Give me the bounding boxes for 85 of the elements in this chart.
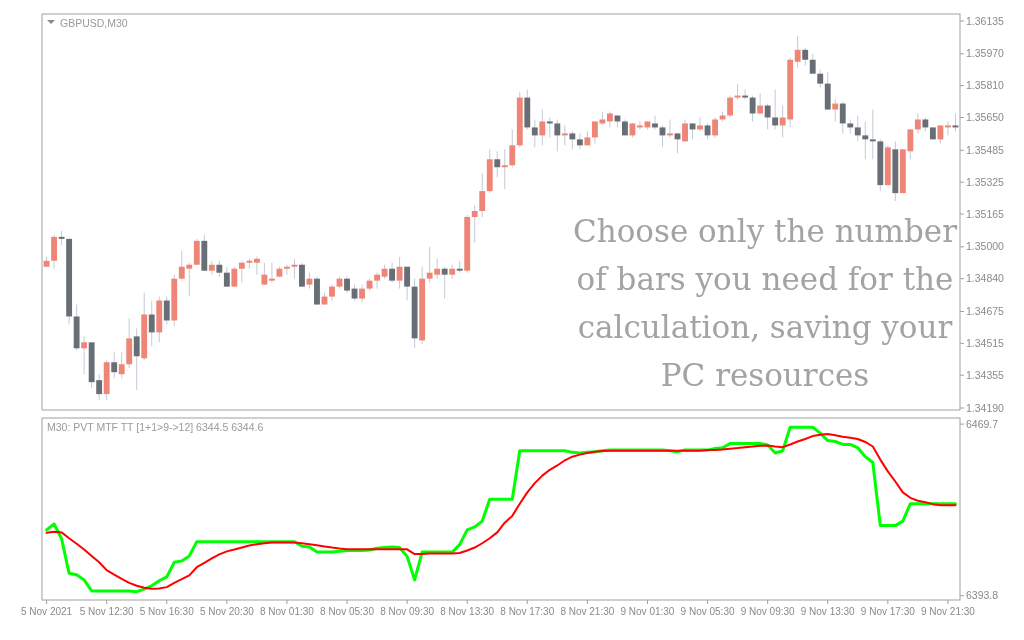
candlestick xyxy=(561,124,568,146)
y-tick-label: 1.35970 xyxy=(966,47,1005,60)
candlestick xyxy=(148,300,155,347)
candlestick xyxy=(727,95,734,118)
candlestick xyxy=(637,120,643,130)
candlestick xyxy=(163,296,170,325)
x-tick-label: 8 Nov 17:30 xyxy=(500,606,555,617)
x-tick-label: 8 Nov 01:30 xyxy=(259,606,315,617)
candlestick xyxy=(223,266,230,288)
y-tick-label: 1.35325 xyxy=(966,175,1005,188)
y-tick-label: 1.34840 xyxy=(966,272,1005,285)
y-tick-label: 1.35810 xyxy=(966,79,1005,92)
candlestick xyxy=(531,118,538,148)
candlestick xyxy=(546,116,553,138)
candlestick xyxy=(944,120,951,136)
candlestick xyxy=(396,256,403,290)
candlestick xyxy=(914,113,921,134)
y-tick-label: 1.36135 xyxy=(966,14,1005,27)
chart-title: GBPUSD,M30 xyxy=(60,17,128,29)
x-tick-label: 9 Nov 13:30 xyxy=(800,606,856,617)
candlestick xyxy=(261,262,268,286)
candlestick xyxy=(764,103,771,130)
annotation: Choose only the number of bars you need for the calculation, saving your PC resources xyxy=(573,213,958,393)
candlestick xyxy=(81,335,88,375)
chart-title: M30: PVT MTF TT [1+1>9->12] 6344.5 6344.6 xyxy=(47,421,264,433)
y-tick-label: 1.34675 xyxy=(966,305,1005,318)
candlestick xyxy=(133,327,140,391)
candlestick xyxy=(509,128,516,168)
candlestick xyxy=(749,95,756,122)
candlestick xyxy=(389,262,396,284)
x-tick-label: 9 Nov 21:30 xyxy=(920,606,976,617)
x-tick-label: 5 Nov 12:30 xyxy=(79,606,135,617)
y-tick-label: 1.34190 xyxy=(966,401,1005,414)
candlestick xyxy=(854,114,861,142)
candlestick xyxy=(404,266,411,302)
candlestick xyxy=(374,272,380,290)
x-tick-label: 8 Nov 21:30 xyxy=(560,606,615,617)
y-tick-label: 6469.7 xyxy=(966,417,999,430)
candlestick xyxy=(862,120,869,160)
x-tick-label: 8 Nov 05:30 xyxy=(320,606,375,617)
candlestick xyxy=(471,204,478,244)
candlestick xyxy=(238,260,245,284)
candlestick xyxy=(554,118,561,152)
candlestick xyxy=(576,132,583,150)
candlestick xyxy=(809,53,816,75)
x-tick-label: 5 Nov 16:30 xyxy=(139,606,195,617)
candlestick xyxy=(268,262,275,284)
y-tick-label: 1.35000 xyxy=(966,240,1005,253)
y-tick-label: 1.35650 xyxy=(966,111,1005,124)
y-tick-label: 1.34515 xyxy=(966,337,1005,350)
candlestick xyxy=(253,256,260,276)
candlestick xyxy=(652,114,658,130)
candlestick xyxy=(539,109,546,146)
candlestick xyxy=(51,234,58,270)
x-tick-label: 8 Nov 09:30 xyxy=(380,606,435,617)
candlestick xyxy=(742,89,749,101)
candlestick xyxy=(441,266,448,300)
x-tick-label: 8 Nov 13:30 xyxy=(440,606,495,617)
candlestick xyxy=(839,101,846,134)
candlestick xyxy=(667,118,673,138)
x-tick-label: 9 Nov 09:30 xyxy=(740,606,796,617)
x-tick-label: 5 Nov 20:30 xyxy=(199,606,255,617)
y-tick-label: 1.34355 xyxy=(966,368,1005,381)
candlestick xyxy=(118,351,125,379)
candlestick xyxy=(697,116,703,132)
candlestick xyxy=(772,89,779,130)
candlestick xyxy=(832,99,839,122)
y-tick-label: 1.35165 xyxy=(966,207,1005,220)
x-tick-label: 9 Nov 17:30 xyxy=(860,606,916,617)
candlestick xyxy=(479,172,486,218)
candlestick xyxy=(299,262,305,288)
x-tick-label: 5 Nov 2021 xyxy=(21,606,73,617)
candlestick xyxy=(494,150,501,178)
candlestick xyxy=(869,109,876,160)
candlestick xyxy=(794,35,801,69)
x-tick-label: 9 Nov 01:30 xyxy=(620,606,675,617)
candlestick xyxy=(501,148,508,190)
candlestick xyxy=(111,351,118,379)
x-tick-label: 9 Nov 05:30 xyxy=(680,606,735,617)
candlestick xyxy=(231,266,238,288)
y-tick-label: 1.35485 xyxy=(966,143,1005,156)
candlestick xyxy=(284,264,290,276)
y-tick-label: 6393.8 xyxy=(966,589,999,602)
candlestick xyxy=(712,116,718,138)
candlestick xyxy=(193,238,200,266)
